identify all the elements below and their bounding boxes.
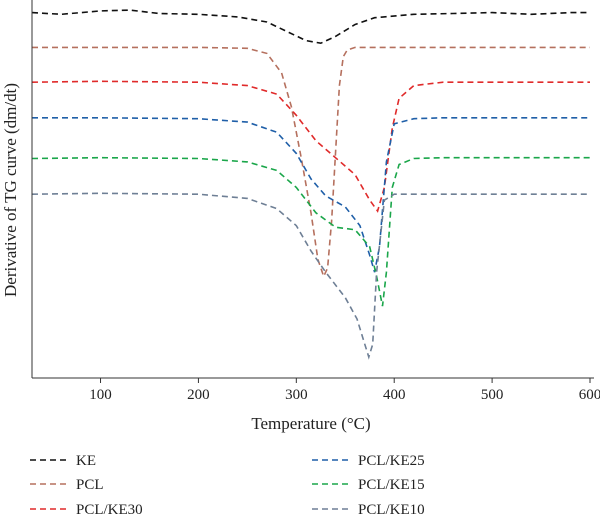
x-axis-ticks: 100 200 300 400 500 600 <box>89 378 600 403</box>
legend-label-ke: KE <box>76 453 96 469</box>
series-line-pcl-ke10 <box>31 192 590 360</box>
legend-label-pcl: PCL <box>76 477 104 493</box>
legend-label-pcl-ke25: PCL/KE25 <box>358 453 425 469</box>
series-line-pcl <box>32 46 590 279</box>
legend-label-pcl-ke10: PCL/KE10 <box>358 502 425 518</box>
x-axis-title: Temperature (°C) <box>251 414 370 433</box>
legend-label-pcl-ke15: PCL/KE15 <box>358 477 425 493</box>
series-line-pcl-ke30 <box>31 80 590 213</box>
series-line-pcl-ke15 <box>31 156 590 307</box>
legend: KE PCL PCL/KE30 PCL/KE25 PCL/KE15 PCL/KE10 <box>30 453 425 518</box>
plot-lines <box>31 9 590 360</box>
x-tick-label-200: 200 <box>187 387 210 403</box>
x-tick-label-600: 600 <box>579 387 600 403</box>
y-axis-title: Derivative of TG curve (dm/dt) <box>1 83 20 297</box>
legend-label-pcl-ke30: PCL/KE30 <box>76 502 143 518</box>
series-line-ke <box>31 9 590 45</box>
x-tick-label-400: 400 <box>383 387 406 403</box>
x-tick-label-300: 300 <box>285 387 308 403</box>
series-line-pcl-ke25 <box>32 117 590 273</box>
x-tick-label-500: 500 <box>481 387 504 403</box>
x-tick-label-100: 100 <box>89 387 112 403</box>
